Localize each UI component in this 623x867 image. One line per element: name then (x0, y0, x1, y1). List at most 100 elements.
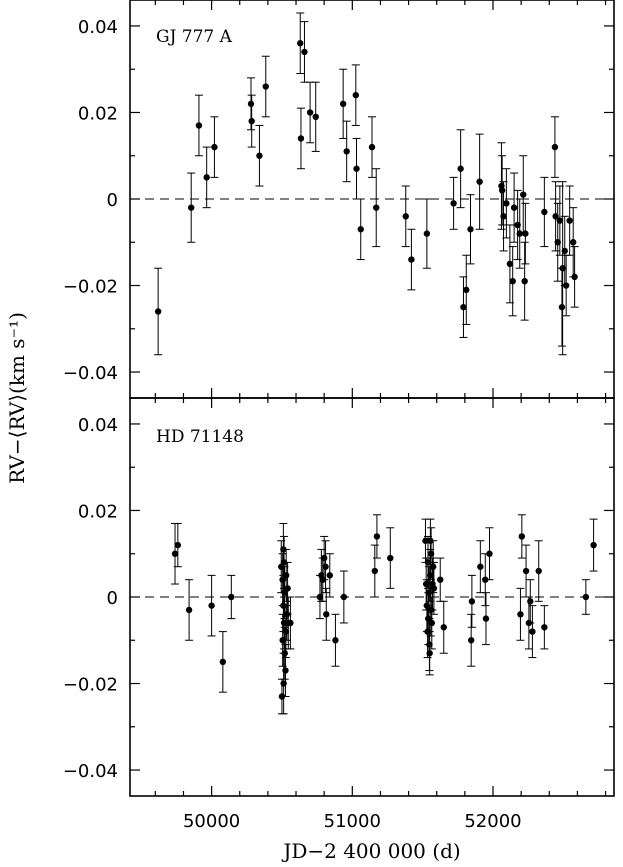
y-tick-label: −0.02 (63, 675, 118, 696)
data-point (467, 637, 475, 644)
data-point (561, 247, 568, 255)
data-point (522, 567, 530, 575)
data-point (482, 615, 490, 622)
data-point (569, 239, 577, 246)
data-point (306, 109, 314, 116)
top-y-tick-labels: 0.04 0.02 0 −0.02 −0.04 (63, 17, 118, 384)
data-point (340, 593, 348, 601)
data-point (281, 650, 288, 657)
data-point (517, 611, 524, 618)
data-point (559, 265, 566, 272)
data-point (284, 585, 291, 592)
data-point (460, 303, 467, 311)
gj777a-series (154, 12, 579, 356)
data-point (154, 308, 162, 315)
x-tick-label: 52000 (464, 811, 521, 832)
data-point (482, 576, 489, 583)
data-point (430, 563, 437, 570)
data-point (450, 200, 457, 207)
data-point (368, 143, 376, 151)
y-tick-label: 0 (107, 588, 118, 609)
bottom-panel-label: HD 71148 (156, 427, 244, 447)
data-point (188, 204, 195, 211)
data-point (322, 563, 329, 570)
data-point (509, 277, 516, 285)
data-point (195, 122, 203, 129)
data-point (312, 113, 319, 121)
data-point (219, 658, 227, 666)
x-tick-label: 51000 (324, 811, 381, 832)
data-point (558, 303, 566, 311)
y-tick-label: −0.04 (63, 363, 118, 384)
axis-ticks (130, 0, 614, 796)
data-point (426, 650, 433, 657)
data-point (282, 572, 290, 579)
data-point (353, 165, 360, 172)
data-point (590, 541, 597, 549)
data-point (282, 667, 289, 674)
data-point (171, 550, 179, 557)
data-point (562, 282, 570, 289)
data-point (463, 286, 470, 294)
data-point (287, 619, 294, 627)
data-point (323, 611, 330, 618)
data-point (535, 567, 542, 575)
data-point (262, 83, 269, 90)
data-point (316, 593, 324, 601)
data-point (529, 628, 536, 635)
data-point (554, 239, 561, 246)
data-point (476, 178, 483, 185)
y-tick-label: 0 (107, 190, 118, 211)
data-point (332, 637, 339, 644)
top-panel-label: GJ 777 A (156, 27, 233, 47)
data-point (582, 593, 590, 601)
data-point (527, 598, 534, 605)
data-point (371, 567, 379, 575)
data-point (373, 533, 381, 540)
data-point (468, 598, 476, 605)
data-point (228, 593, 235, 601)
data-point (373, 204, 380, 211)
x-tick-labels: 50000 51000 52000 (183, 811, 522, 832)
data-point (440, 624, 447, 631)
data-point (301, 48, 308, 56)
data-point (571, 273, 578, 281)
y-tick-label: −0.02 (63, 277, 118, 298)
data-point (174, 541, 182, 549)
bottom-y-tick-labels: 0.04 0.02 0 −0.02 −0.04 (63, 415, 118, 782)
data-point (248, 117, 255, 125)
data-point (339, 100, 347, 108)
data-point (357, 226, 364, 233)
y-tick-label: 0.04 (78, 415, 118, 436)
data-point (541, 624, 548, 631)
hd71148-series (171, 514, 598, 715)
data-point (203, 174, 210, 181)
data-point (256, 152, 263, 159)
data-point (211, 143, 218, 151)
x-axis-title: JD−2 400 000 (d) (281, 839, 460, 863)
data-point (247, 100, 255, 108)
data-point (422, 537, 429, 544)
data-point (208, 602, 215, 609)
y-tick-label: 0.02 (78, 501, 118, 522)
data-point (402, 213, 409, 220)
data-point (185, 606, 193, 614)
data-point (352, 91, 360, 99)
data-point (426, 572, 434, 579)
data-point (437, 576, 444, 583)
data-point (500, 213, 507, 220)
data-point (343, 148, 350, 155)
x-tick-label: 50000 (183, 811, 240, 832)
data-point (428, 619, 435, 627)
y-tick-label: −0.04 (63, 761, 118, 782)
data-point (551, 143, 559, 151)
data-point (514, 221, 521, 229)
data-point (297, 40, 304, 47)
data-point (467, 226, 474, 233)
data-point (457, 165, 464, 172)
data-point (510, 204, 518, 211)
data-point (521, 277, 528, 285)
y-tick-label: 0.04 (78, 17, 118, 38)
data-point (518, 533, 526, 540)
data-point (541, 208, 548, 216)
